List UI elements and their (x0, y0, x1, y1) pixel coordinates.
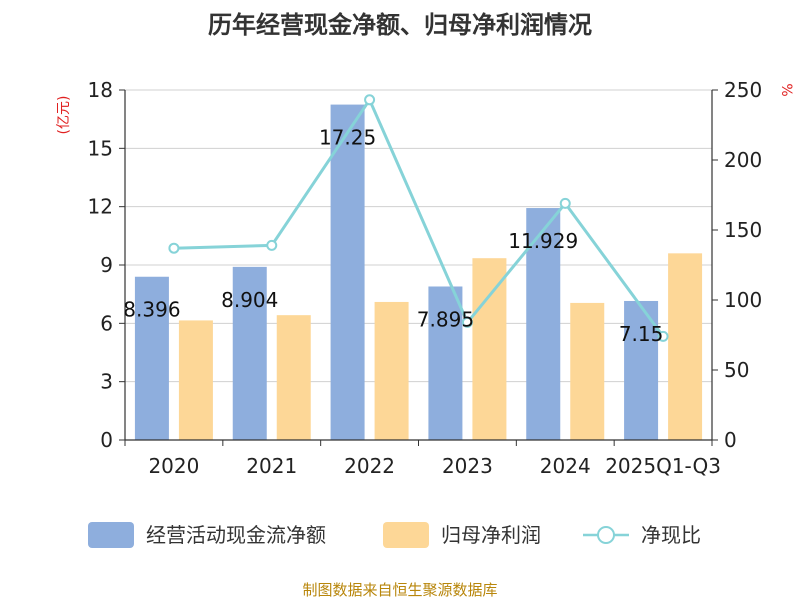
right-tick-label: 150 (724, 218, 762, 242)
bar-cash-flow (134, 276, 169, 440)
right-tick-label: 100 (724, 288, 762, 312)
data-label: 8.396 (123, 298, 180, 322)
left-tick-label: 12 (88, 195, 113, 219)
ratio-point (559, 197, 571, 209)
x-tick-label: 2024 (540, 454, 591, 478)
ratio-point (168, 242, 180, 254)
bar-net-profit (178, 320, 213, 440)
bar-cash-flow (526, 208, 561, 440)
legend-label: 归母净利润 (441, 523, 541, 547)
right-axis-unit: % (778, 83, 794, 96)
legend-label: 净现比 (641, 523, 701, 547)
x-tick-label: 2020 (148, 454, 199, 478)
left-tick-label: 15 (88, 136, 113, 160)
legend-swatch (383, 522, 429, 548)
bar-net-profit (374, 301, 409, 440)
bar-cash-flow (330, 104, 365, 440)
ratio-point (266, 239, 278, 251)
right-tick-label: 250 (724, 78, 762, 102)
data-label: 17.25 (319, 126, 376, 150)
bar-cash-flow (232, 266, 267, 440)
ratio-polyline (173, 96, 665, 338)
data-label: 8.904 (221, 288, 278, 312)
legend-label: 经营活动现金流净额 (146, 523, 326, 547)
right-tick-label: 200 (724, 148, 762, 172)
left-tick-label: 3 (100, 370, 113, 394)
right-tick-label: 0 (724, 428, 737, 452)
legend-marker (597, 526, 615, 544)
legend-swatch (88, 522, 134, 548)
axes: 0 3 6 9 12 15 18 0 50 100 150 200 250 2020 2021 2022 202… (88, 78, 763, 478)
left-tick-label: 9 (100, 253, 113, 277)
ratio-point (657, 330, 669, 342)
ratio-point (461, 316, 473, 328)
left-axis-unit: (亿元) (56, 96, 72, 135)
left-tick-label: 18 (88, 78, 113, 102)
ratio-line (168, 94, 669, 342)
chart-title: 历年经营现金净额、归母净利润情况 (208, 11, 592, 39)
ratio-point (364, 94, 376, 106)
left-tick-label: 6 (100, 311, 113, 335)
source-note: 制图数据来自恒生聚源数据库 (302, 581, 497, 599)
x-tick-label: 2021 (246, 454, 297, 478)
left-tick-label: 0 (100, 428, 113, 452)
bar-net-profit (472, 258, 507, 440)
data-label: 11.929 (508, 229, 578, 253)
right-tick-label: 50 (724, 358, 749, 382)
bar-net-profit (276, 315, 311, 440)
grid-lines (125, 89, 712, 383)
legend: 经营活动现金流净额 归母净利润 净现比 (88, 522, 701, 548)
x-tick-label: 2023 (442, 454, 493, 478)
data-labels: 8.396 8.904 17.25 7.895 11.929 7.15 (123, 126, 663, 346)
bar-net-profit (668, 253, 703, 440)
bars (134, 104, 703, 440)
data-label: 7.15 (619, 322, 664, 346)
bar-cash-flow (428, 286, 463, 440)
x-tick-label: 2022 (344, 454, 395, 478)
bar-net-profit (570, 302, 605, 440)
x-tick-label: 2025Q1-Q3 (605, 454, 721, 478)
data-label: 7.895 (417, 307, 474, 331)
